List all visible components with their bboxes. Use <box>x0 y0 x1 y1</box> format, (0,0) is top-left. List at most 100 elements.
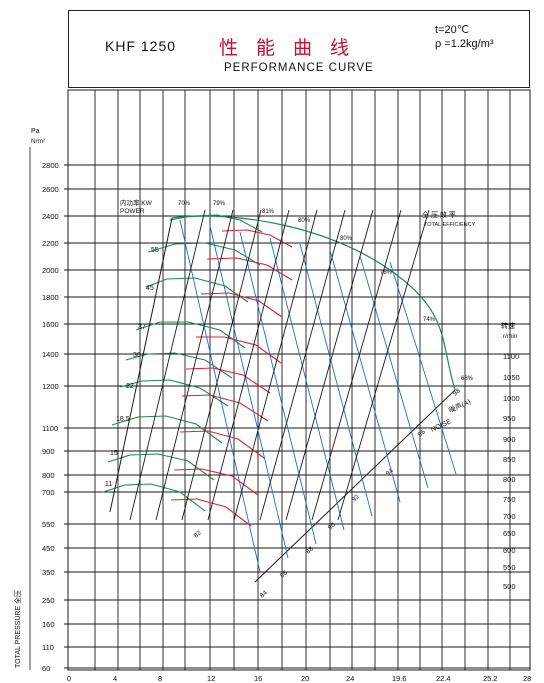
speed-tick-label: 800 <box>503 475 516 484</box>
x-tick-label: 4 <box>113 674 117 683</box>
envelope-curve <box>119 379 229 407</box>
speed-tick-label: 1000 <box>503 394 520 403</box>
envelope-curve <box>125 352 233 379</box>
efficiency-line <box>239 231 317 545</box>
speed-tick-label: 1100 <box>503 352 519 361</box>
y-tick-label: 1800 <box>42 293 59 302</box>
chart-title-cn: 性能曲线 <box>219 37 368 59</box>
speed-tick-label: 650 <box>503 529 516 538</box>
y-tick-label: 250 <box>42 596 55 605</box>
power-line <box>155 209 234 521</box>
y-tick-label: 60 <box>42 664 50 673</box>
noise-value-label: 98 <box>452 387 462 397</box>
noise-label-en: NOISE <box>430 418 453 434</box>
x-tick-label: 12 <box>207 674 215 683</box>
speed-tick-label: 900 <box>503 435 516 444</box>
plot-frame <box>67 89 531 671</box>
power-label-en: POWER <box>120 208 145 215</box>
pressure-curve <box>206 257 293 281</box>
power-line <box>259 209 346 521</box>
power-value-label: 45 <box>146 285 154 292</box>
x-tick-label: 28 <box>523 674 531 683</box>
power-value-label: 30 <box>133 352 141 359</box>
y-tick-label: 2600 <box>42 185 59 194</box>
x-tick-label: 22.4 <box>436 674 451 683</box>
speed-tick-label: 950 <box>503 414 516 423</box>
chart-title-en: PERFORMANCE CURVE <box>224 62 374 74</box>
envelope-left-edge <box>109 217 173 513</box>
power-value-label: 22 <box>126 383 134 390</box>
efficiency-value-label: 80% <box>298 218 311 224</box>
pressure-curve <box>173 468 259 496</box>
efficiency-value-label: 78% <box>380 270 393 276</box>
envelope-curve <box>145 277 249 303</box>
x-tick-label: 8 <box>158 674 162 683</box>
power-line <box>311 209 402 521</box>
noise-value-label: 86 <box>279 569 289 579</box>
y-tick-label: 110 <box>42 643 54 652</box>
pressure-curve <box>179 430 265 459</box>
envelope-curve <box>102 483 206 512</box>
y-tick-label: 2800 <box>42 161 59 170</box>
pressure-curve <box>185 367 271 394</box>
x-tick-label: 24 <box>346 674 354 683</box>
efficiency-value-label: 70% <box>178 201 191 207</box>
y-tick-label: 1400 <box>42 350 59 359</box>
y-tick-label: 2200 <box>42 239 59 248</box>
x-tick-label: 25.2 <box>483 674 498 683</box>
power-value-label: 37 <box>138 324 146 331</box>
noise-value-label: 90 <box>327 521 337 531</box>
speed-tick-label: 550 <box>503 563 516 572</box>
efficiency-line <box>359 255 429 489</box>
speed-tick-label: 750 <box>503 495 516 504</box>
noise-value-label: 84 <box>259 589 269 599</box>
title-block: KHF 1250 性能曲线 PERFORMANCE CURVE t=20℃ ρ … <box>68 10 530 88</box>
speed-label-en: r/min <box>503 333 518 340</box>
noise-label-cn: 噪声(A) <box>447 397 472 415</box>
speed-tick-label: 700 <box>503 512 516 521</box>
envelope-right-edge <box>254 389 456 583</box>
efficiency-line <box>269 237 345 531</box>
efficiency-value-label: 74% <box>423 317 436 323</box>
y-tick-label: 2400 <box>42 212 59 221</box>
x-tick-label: 19.6 <box>392 674 407 683</box>
pressure-curve <box>170 498 252 527</box>
density-condition: ρ =1.2kg/m³ <box>435 38 494 50</box>
y-tick-label: 160 <box>42 620 55 629</box>
speed-tick-label: 850 <box>503 455 516 464</box>
y-unit-pa: Pa <box>31 128 40 135</box>
efficiency-value-label: 81% <box>262 209 275 215</box>
efficiency-label-cn: 全 压 效 率 <box>422 210 456 219</box>
noise-value-label: 92 <box>351 493 361 503</box>
pressure-curve <box>196 336 282 364</box>
speed-tick-label: 600 <box>503 546 516 555</box>
speed-label-cn: 转速 <box>501 321 515 330</box>
efficiency-line <box>329 249 401 503</box>
curves-layer <box>102 209 457 583</box>
efficiency-label-en: TOTAL EFFICIENCY <box>424 222 476 228</box>
efficiency-line <box>299 243 373 517</box>
power-value-label: 55 <box>151 247 159 254</box>
noise-value-label: 82 <box>193 529 203 539</box>
envelope-curve <box>107 453 215 481</box>
efficiency-line <box>179 219 261 573</box>
y-unit-nm2: N/m² <box>31 138 46 145</box>
y-tick-label: 350 <box>42 568 55 577</box>
y-tick-label: 1200 <box>42 382 59 391</box>
grid-layer <box>29 89 531 671</box>
power-value-label: 15 <box>110 450 118 457</box>
y-axis-title: TOTAL PRESSURE 全压 <box>13 590 22 668</box>
power-value-label: 11 <box>105 481 112 488</box>
noise-value-label: 88 <box>305 545 315 555</box>
y-tick-label: 1600 <box>42 320 59 329</box>
y-tick-label: 450 <box>42 544 55 553</box>
envelope-curve <box>135 321 246 349</box>
noise-value-label: 94 <box>385 467 395 477</box>
speed-tick-label: 1050 <box>503 373 520 382</box>
noise-value-label: 96 <box>417 428 427 438</box>
power-label-cn: 内功率 KW <box>120 198 153 207</box>
x-tick-label: 0 <box>67 674 71 683</box>
y-tick-label: 700 <box>42 488 55 497</box>
model-name: KHF 1250 <box>105 38 177 54</box>
